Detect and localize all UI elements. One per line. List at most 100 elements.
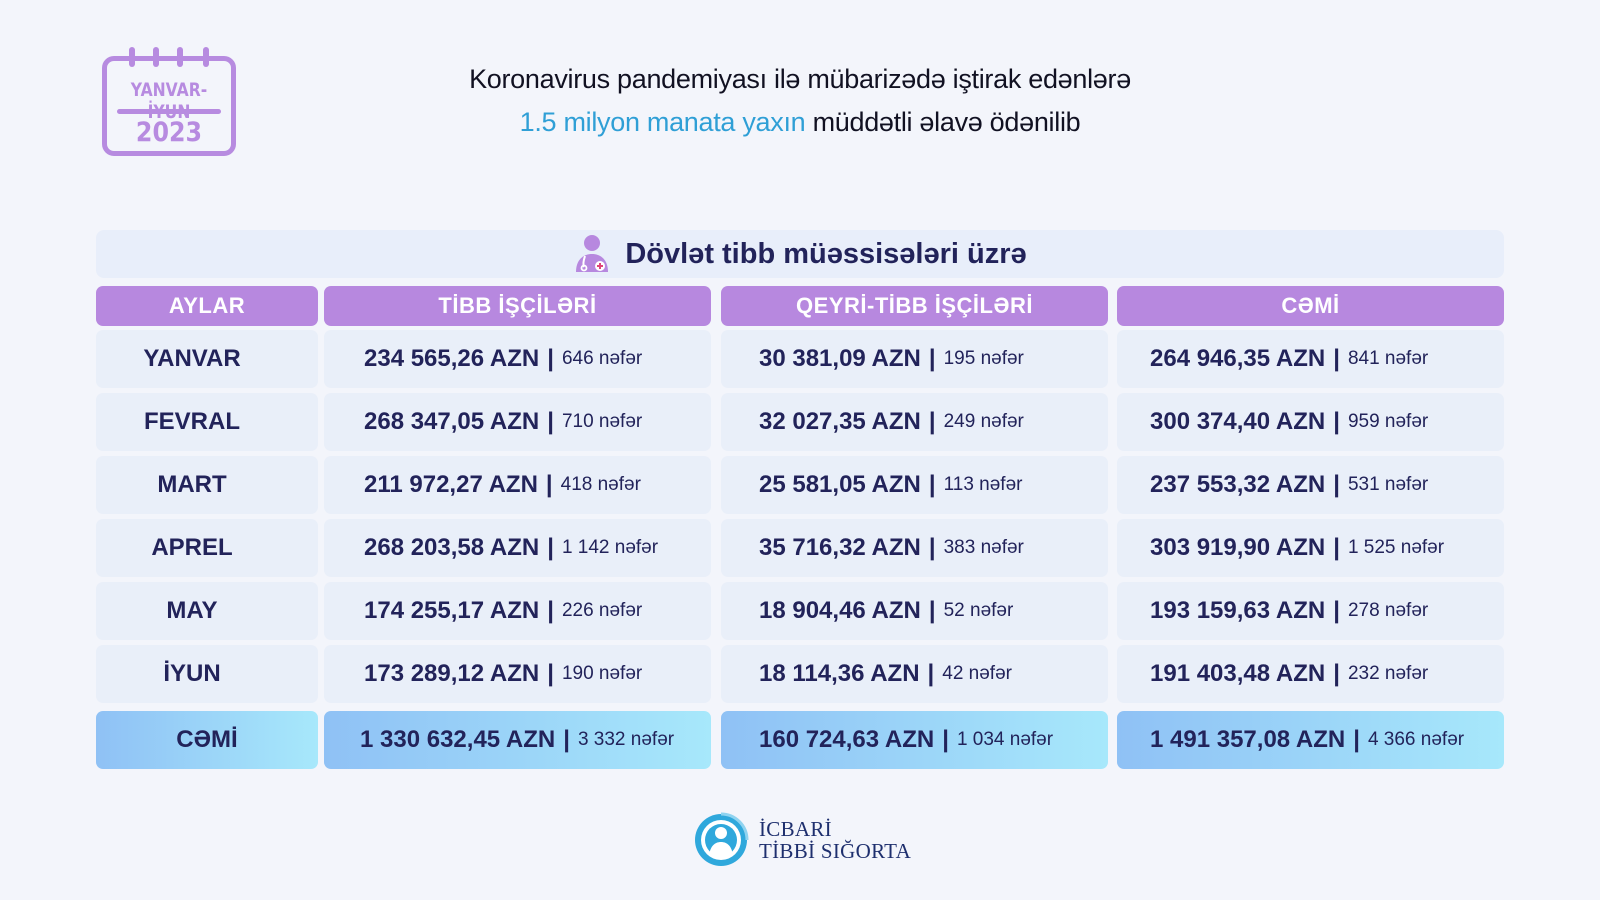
medical-amount: 268 203,58 AZN <box>364 534 540 561</box>
medical-amount: 211 972,27 AZN <box>364 471 538 498</box>
medical-people: 418 nəfər <box>560 474 641 495</box>
medical-amount: 234 565,26 AZN <box>364 345 540 372</box>
medical-amount: 268 347,05 AZN <box>364 408 540 435</box>
nonmedical-amount: 35 716,32 AZN <box>759 534 921 561</box>
separator: | <box>1333 534 1340 561</box>
total-people: 278 nəfər <box>1347 600 1429 621</box>
separator: | <box>942 726 949 753</box>
total-amount: 264 946,35 AZN <box>1150 345 1326 372</box>
table-row: MART 211 972,27 AZN | 418 nəfər 25 581,05 … <box>96 456 1504 514</box>
separator: | <box>563 726 570 753</box>
header-medical: TİBB İŞÇİLƏRİ <box>324 286 711 326</box>
headline-accent: 1.5 milyon manata yaxın <box>519 107 806 137</box>
medical-amount: 173 289,12 AZN <box>364 660 540 687</box>
separator: | <box>547 345 554 372</box>
total-amount: 300 374,40 AZN <box>1150 408 1326 435</box>
separator: | <box>547 534 554 561</box>
nonmedical-people: 195 nəfər <box>943 348 1024 369</box>
separator: | <box>1333 597 1340 624</box>
row-month: MAY <box>96 582 318 640</box>
medical-people: 226 nəfər <box>561 600 643 621</box>
medical-cell: 174 255,17 AZN | 226 nəfər <box>324 582 711 640</box>
table-row: MAY 174 255,17 AZN | 226 nəfər 18 904,46 A… <box>96 582 1504 640</box>
medical-people: 190 nəfər <box>561 663 643 684</box>
separator: | <box>928 471 936 498</box>
nonmedical-amount: 32 027,35 AZN <box>759 408 921 435</box>
nonmedical-cell: 35 716,32 AZN | 383 nəfər <box>721 519 1108 577</box>
total-people: 531 nəfər <box>1347 474 1429 495</box>
table-row: YANVAR 234 565,26 AZN | 646 nəfər 30 381,0… <box>96 330 1504 388</box>
headline-line2: 1.5 milyon manata yaxın müddətli əlavə ö… <box>380 101 1220 144</box>
header-total: CƏMİ <box>1117 286 1504 326</box>
nonmedical-people: 383 nəfər <box>943 537 1024 558</box>
nonmedical-cell: 32 027,35 AZN | 249 nəfər <box>721 393 1108 451</box>
nonmedical-cell: 18 114,36 AZN | 42 nəfər <box>721 645 1108 703</box>
separator: | <box>1333 408 1340 435</box>
separator: | <box>545 471 553 498</box>
brand-logo: İCBARİ TİBBİ SIĞORTA <box>693 812 911 868</box>
separator: | <box>928 534 936 561</box>
total-amount: 237 553,32 AZN <box>1150 471 1326 498</box>
total-people: 841 nəfər <box>1347 348 1429 369</box>
calendar-badge: YANVAR-İYUN 2023 <box>102 47 236 156</box>
total-people: 232 nəfər <box>1347 663 1429 684</box>
grand-total-cell: 1 491 357,08 AZN | 4 366 nəfər <box>1117 711 1504 769</box>
grand-total-amount: 1 491 357,08 AZN <box>1150 726 1346 753</box>
table-totals-row: CƏMİ 1 330 632,45 AZN | 3 332 nəfər 160 72… <box>96 711 1504 769</box>
nonmedical-amount: 30 381,09 AZN <box>759 345 921 372</box>
logo-text: İCBARİ TİBBİ SIĞORTA <box>759 818 911 862</box>
header-months: AYLAR <box>96 286 318 326</box>
total-amount: 303 919,90 AZN <box>1150 534 1326 561</box>
separator: | <box>1353 726 1360 753</box>
separator: | <box>927 660 935 687</box>
total-cell: 300 374,40 AZN | 959 nəfər <box>1117 393 1504 451</box>
separator: | <box>1333 471 1340 498</box>
total-amount: 193 159,63 AZN <box>1150 597 1326 624</box>
total-cell: 191 403,48 AZN | 232 nəfər <box>1117 645 1504 703</box>
total-cell: 193 159,63 AZN | 278 nəfər <box>1117 582 1504 640</box>
separator: | <box>928 597 936 624</box>
separator: | <box>547 597 554 624</box>
total-cell: 264 946,35 AZN | 841 nəfər <box>1117 330 1504 388</box>
nonmedical-people: 249 nəfər <box>943 411 1024 432</box>
medical-people: 1 142 nəfər <box>561 537 659 558</box>
total-cell: 303 919,90 AZN | 1 525 nəfər <box>1117 519 1504 577</box>
total-people: 959 nəfər <box>1347 411 1429 432</box>
header-nonmedical: QEYRİ-TİBB İŞÇİLƏRİ <box>721 286 1108 326</box>
medical-total-people: 3 332 nəfər <box>577 729 675 750</box>
nonmedical-cell: 30 381,09 AZN | 195 nəfər <box>721 330 1108 388</box>
nonmedical-total-cell: 160 724,63 AZN | 1 034 nəfər <box>721 711 1108 769</box>
nonmedical-total-people: 1 034 nəfər <box>956 729 1054 750</box>
headline-line1: Koronavirus pandemiyası ilə mübarizədə i… <box>469 64 1131 94</box>
calendar-ring <box>203 47 209 67</box>
headline-line2-rest: müddətli əlavə ödənilib <box>812 107 1081 137</box>
section-header: Dövlət tibb müəssisələri üzrə <box>96 230 1504 278</box>
separator: | <box>547 408 554 435</box>
calendar-year: 2023 <box>135 117 203 148</box>
section-title: Dövlət tibb müəssisələri üzrə <box>625 237 1027 270</box>
separator: | <box>547 660 554 687</box>
nonmedical-cell: 25 581,05 AZN | 113 nəfər <box>721 456 1108 514</box>
separator: | <box>928 408 936 435</box>
nonmedical-people: 52 nəfər <box>943 600 1014 621</box>
medical-cell: 268 347,05 AZN | 710 nəfər <box>324 393 711 451</box>
logo-line2: TİBBİ SIĞORTA <box>759 839 912 863</box>
medical-people: 646 nəfər <box>561 348 643 369</box>
separator: | <box>1333 660 1340 687</box>
insurance-logo-icon <box>695 812 749 866</box>
row-month: MART <box>96 456 318 514</box>
calendar-ring <box>129 47 135 67</box>
logo-line1: İCBARİ <box>759 817 832 841</box>
nonmedical-cell: 18 904,46 AZN | 52 nəfər <box>721 582 1108 640</box>
totals-label: CƏMİ <box>96 711 318 769</box>
medical-cell: 211 972,27 AZN | 418 nəfər <box>324 456 711 514</box>
row-month: YANVAR <box>96 330 318 388</box>
nonmedical-amount: 18 114,36 AZN <box>759 660 920 687</box>
table-header: AYLAR TİBB İŞÇİLƏRİ QEYRİ-TİBB İŞÇİLƏRİ … <box>96 286 1504 344</box>
grand-total-people: 4 366 nəfər <box>1367 729 1465 750</box>
table-row: İYUN 173 289,12 AZN | 190 nəfər 18 114,36 … <box>96 645 1504 703</box>
calendar-divider <box>117 109 221 114</box>
table-row: FEVRAL 268 347,05 AZN | 710 nəfər 32 027,3… <box>96 393 1504 451</box>
medical-cell: 173 289,12 AZN | 190 nəfər <box>324 645 711 703</box>
table-row: APREL 268 203,58 AZN | 1 142 nəfər 35 716,… <box>96 519 1504 577</box>
